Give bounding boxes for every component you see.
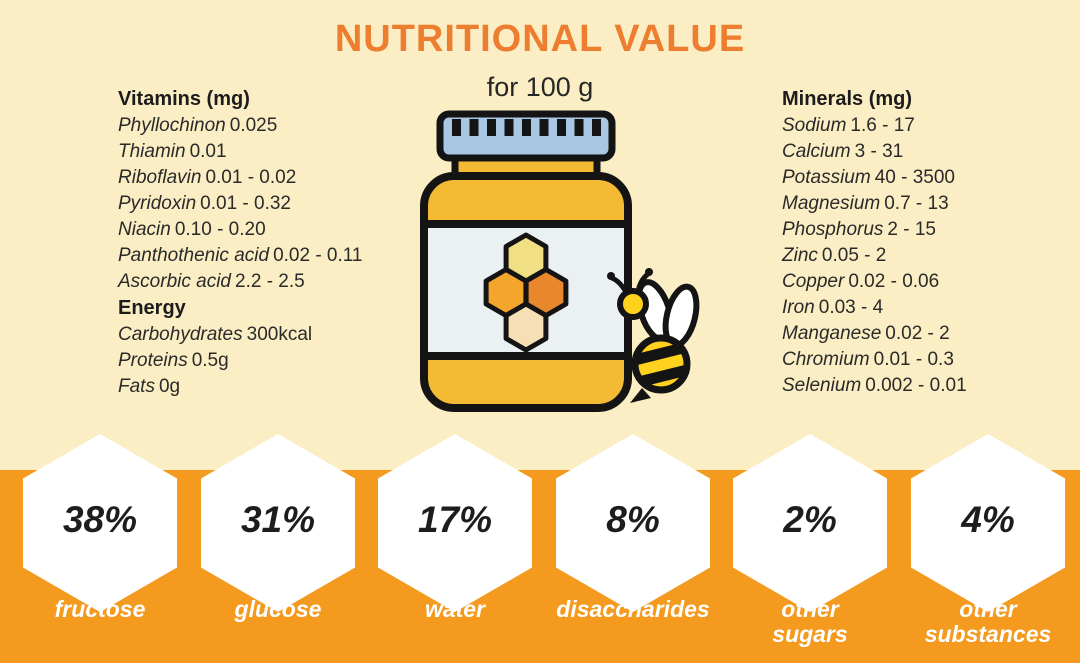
nutrient-name: Copper [782, 271, 845, 292]
nutrient-value: 0.5g [191, 350, 229, 371]
vitamin-row: Riboflavin 0.01 - 0.02 [118, 165, 408, 191]
page-title: NUTRITIONAL VALUE [334, 18, 746, 60]
nutrient-name: Fats [118, 376, 155, 397]
nutrient-value: 0.02 - 0.11 [273, 245, 363, 266]
nutrient-name: Zinc [782, 245, 818, 266]
nutrient-value: 0g [158, 376, 181, 397]
nutrient-value: 0.025 [229, 115, 278, 136]
hexagon-label: fructose [54, 596, 146, 622]
nutrient-value: 0.002 - 0.01 [865, 375, 967, 396]
nutrient-value: 0.01 - 0.32 [200, 193, 291, 214]
nutrient-value: 40 - 3500 [874, 167, 955, 188]
nutrient-value: 3 - 31 [854, 141, 904, 162]
vitamin-row: Phyllochinon 0.025 [118, 113, 408, 139]
nutrient-name: Selenium [782, 375, 862, 396]
nutrient-name: Riboflavin [118, 167, 202, 188]
hexagon-label: glucose [234, 596, 322, 622]
mineral-row: Potassium 40 - 3500 [782, 165, 1072, 191]
nutrient-name: Manganese [782, 323, 882, 344]
hexagon-label: water [424, 596, 486, 622]
nutrient-value: 0.01 - 0.3 [873, 349, 954, 370]
percent-value: 17% [417, 499, 493, 540]
vitamin-row: Thiamin 0.01 [118, 139, 408, 165]
nutrient-name: Chromium [782, 349, 870, 370]
nutrient-name: Proteins [118, 350, 188, 371]
nutrient-value: 0.01 [189, 141, 227, 162]
mineral-row: Copper 0.02 - 0.06 [782, 269, 1072, 295]
hexagon-label: disaccharides [556, 596, 710, 622]
percent-value: 31% [240, 499, 316, 540]
mineral-row: Sodium 1.6 - 17 [782, 113, 1072, 139]
nutrient-value: 0.05 - 2 [821, 245, 887, 266]
nutrient-name: Pyridoxin [118, 193, 197, 214]
mineral-row: Calcium 3 - 31 [782, 139, 1072, 165]
vitamin-row: Ascorbic acid 2.2 - 2.5 [118, 269, 408, 295]
mineral-row: Iron 0.03 - 4 [782, 295, 1072, 321]
honey-jar-illustration [420, 110, 700, 412]
hexagon-disaccharides: 8% [556, 434, 710, 612]
mineral-row: Chromium 0.01 - 0.3 [782, 347, 1072, 373]
honeycomb-icon [483, 232, 569, 353]
hexagon-other-sugars: 2% [733, 434, 887, 612]
vitamin-row: Pyridoxin 0.01 - 0.32 [118, 191, 408, 217]
vitamins-heading: Vitamins (mg) [118, 88, 250, 110]
energy-heading: Energy [118, 297, 186, 319]
nutrient-value: 0.10 - 0.20 [174, 219, 266, 240]
energy-row: Proteins 0.5g [118, 348, 408, 374]
percent-value: 4% [961, 499, 1015, 540]
percent-value: 8% [606, 499, 660, 540]
mineral-row: Phosphorus 2 - 15 [782, 217, 1072, 243]
composition-band [0, 470, 1080, 663]
minerals-heading: Minerals (mg) [782, 88, 913, 110]
hexagon-label: other substances [924, 596, 1052, 647]
nutrient-value: 2 - 15 [887, 219, 936, 240]
nutrient-value: 0.03 - 4 [818, 297, 884, 318]
hexagon-label: other sugars [772, 596, 848, 647]
mineral-row: Selenium 0.002 - 0.01 [782, 373, 1072, 399]
mineral-row: Manganese 0.02 - 2 [782, 321, 1072, 347]
nutrient-value: 0.7 - 13 [884, 193, 949, 214]
nutrient-name: Thiamin [118, 141, 186, 162]
page-subtitle: for 100 g [486, 72, 594, 102]
percent-value: 2% [783, 499, 837, 540]
bee-icon [607, 268, 700, 403]
nutrient-name: Phyllochinon [118, 115, 226, 136]
minerals-column: Minerals (mg) Sodium 1.6 - 17 Calcium 3 - … [782, 86, 1072, 399]
nutrient-value: 1.6 - 17 [850, 115, 915, 136]
nutrient-value: 300kcal [246, 324, 313, 345]
nutrient-value: 2.2 - 2.5 [235, 271, 305, 292]
nutrient-name: Panthothenic acid [118, 245, 270, 266]
nutrient-value: 0.02 - 2 [885, 323, 950, 344]
jar-lid [436, 110, 616, 182]
mineral-row: Zinc 0.05 - 2 [782, 243, 1072, 269]
nutrient-name: Carbohydrates [118, 324, 243, 345]
nutrient-name: Sodium [782, 115, 847, 136]
energy-row: Fats 0g [118, 374, 408, 400]
nutrient-name: Ascorbic acid [118, 271, 231, 292]
vitamin-row: Niacin 0.10 - 0.20 [118, 217, 408, 243]
nutrient-name: Potassium [782, 167, 871, 188]
nutrient-name: Phosphorus [782, 219, 884, 240]
nutrient-name: Calcium [782, 141, 851, 162]
mineral-row: Magnesium 0.7 - 13 [782, 191, 1072, 217]
vitamins-column: Vitamins (mg) Phyllochinon 0.025 Thiamin 0… [118, 86, 408, 400]
vitamin-row: Panthothenic acid 0.02 - 0.11 [118, 243, 408, 269]
energy-row: Carbohydrates 300kcal [118, 322, 408, 348]
nutrient-name: Iron [782, 297, 815, 318]
nutrient-name: Niacin [118, 219, 171, 240]
nutrient-value: 0.01 - 0.02 [205, 167, 297, 188]
nutrient-name: Magnesium [782, 193, 881, 214]
percent-value: 38% [62, 499, 138, 540]
nutrient-value: 0.02 - 0.06 [848, 271, 940, 292]
